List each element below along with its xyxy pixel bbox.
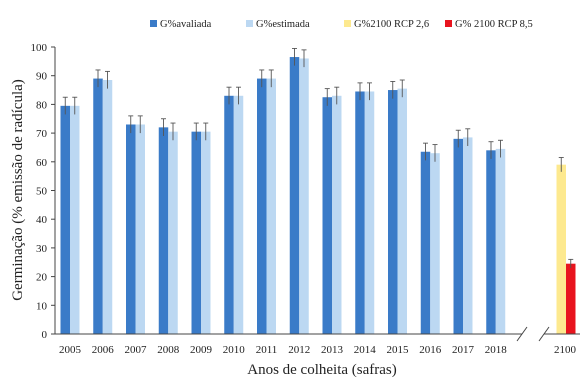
- bar-2005-G%avaliada: [60, 105, 70, 335]
- y-tick-label-0: 0: [42, 329, 48, 341]
- bar-2007-G%estimada: [135, 124, 145, 335]
- y-tick-label-30: 30: [36, 243, 48, 255]
- bar-2015-G%estimada: [397, 88, 407, 335]
- x-tick-label-2006: 2006: [92, 344, 115, 356]
- x-tick-label-2007: 2007: [125, 344, 148, 356]
- x-axis: 2005 2006 2007 2008 2009 2010 2011 2012 2013 2014…: [55, 326, 580, 356]
- bar-2100-G%2100 RCP 2,6: [556, 164, 566, 334]
- bar-2005-G%estimada: [70, 105, 80, 335]
- y-tick-label-100: 100: [31, 42, 48, 54]
- y-tick-label-80: 80: [36, 99, 48, 111]
- bar-2015-G%avaliada: [388, 90, 398, 334]
- x-tick-label-2008: 2008: [157, 344, 180, 356]
- bar-2010-G%avaliada: [224, 95, 234, 334]
- legend-swatch-3: [445, 20, 452, 27]
- legend-swatch-0: [150, 20, 157, 27]
- legend-swatch-1: [246, 20, 253, 27]
- bar-2010-G%estimada: [233, 95, 244, 334]
- y-tick-label-90: 90: [36, 71, 48, 83]
- bar-2006-G%avaliada: [93, 78, 103, 334]
- x-tick-label-2100: 2100: [554, 344, 577, 356]
- bar-2018-G%avaliada: [486, 150, 496, 334]
- bar-2017-G%estimada: [463, 137, 473, 334]
- axis-break-mark: [516, 326, 528, 342]
- bar-2008-G%estimada: [168, 131, 178, 334]
- x-tick-label-2016: 2016: [419, 344, 442, 356]
- x-tick-label-2010: 2010: [223, 344, 246, 356]
- x-tick-label-2018: 2018: [485, 344, 508, 356]
- x-tick-label-2011: 2011: [256, 344, 278, 356]
- y-tick-label-70: 70: [36, 128, 48, 140]
- y-tick-label-50: 50: [36, 186, 48, 198]
- bar-2006-G%estimada: [102, 80, 113, 334]
- legend-swatch-2: [344, 20, 351, 27]
- y-tick-label-60: 60: [36, 157, 48, 169]
- bar-2012-G%avaliada: [289, 57, 300, 335]
- bar-2013-G%estimada: [332, 95, 342, 334]
- bar-2008-G%avaliada: [158, 127, 169, 334]
- bar-2009-G%avaliada: [191, 131, 201, 334]
- legend-label-0: G%avaliada: [160, 19, 212, 30]
- x-tick-label-2012: 2012: [288, 344, 310, 356]
- y-tick-label-20: 20: [36, 272, 48, 284]
- bar-2014-G%estimada: [364, 91, 375, 334]
- bar-2013-G%avaliada: [322, 97, 332, 334]
- legend: G%avaliada G%estimada G%2100 RCP 2,6 G% 210…: [150, 19, 533, 30]
- bar-2016-G%avaliada: [420, 151, 431, 334]
- bars: [60, 47, 576, 335]
- legend-label-1: G%estimada: [256, 19, 310, 30]
- y-axis-label: Germinação (% emissão de radícula): [10, 79, 26, 301]
- bar-2018-G%estimada: [495, 148, 506, 334]
- axis-break-mark: [538, 326, 550, 342]
- x-axis-label: Anos de colheita (safras): [247, 362, 397, 378]
- bar-2100-G% 2100 RCP 8,5: [566, 263, 576, 334]
- x-tick-label-2014: 2014: [354, 344, 377, 356]
- x-tick-label-2013: 2013: [321, 344, 344, 356]
- x-tick-label-2017: 2017: [452, 344, 475, 356]
- bar-2009-G%estimada: [201, 131, 211, 334]
- bar-2011-G%avaliada: [257, 78, 267, 334]
- y-axis: 0 10 20 30 40 50 60 70 80 90 100: [31, 42, 56, 341]
- legend-label-3: G% 2100 RCP 8,5: [455, 19, 533, 30]
- legend-label-2: G%2100 RCP 2,6: [354, 19, 429, 30]
- y-tick-label-40: 40: [36, 214, 48, 226]
- bar-2014-G%avaliada: [355, 91, 365, 334]
- bar-2012-G%estimada: [299, 58, 309, 334]
- bar-2007-G%avaliada: [126, 124, 136, 335]
- x-tick-label-2015: 2015: [387, 344, 410, 356]
- x-tick-label-2005: 2005: [59, 344, 82, 356]
- y-tick-label-10: 10: [36, 300, 48, 312]
- bar-2016-G%estimada: [430, 153, 440, 334]
- x-tick-label-2009: 2009: [190, 344, 213, 356]
- bar-2017-G%avaliada: [453, 138, 463, 334]
- bar-2011-G%estimada: [266, 78, 276, 334]
